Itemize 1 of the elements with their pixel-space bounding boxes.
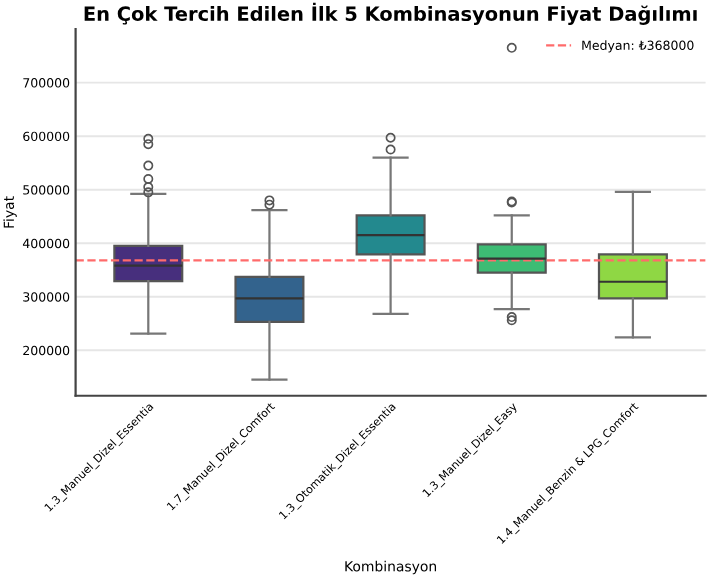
chart-title: En Çok Tercih Edilen İlk 5 Kombinasyonun Fiyat Dağılımı [84,2,697,25]
